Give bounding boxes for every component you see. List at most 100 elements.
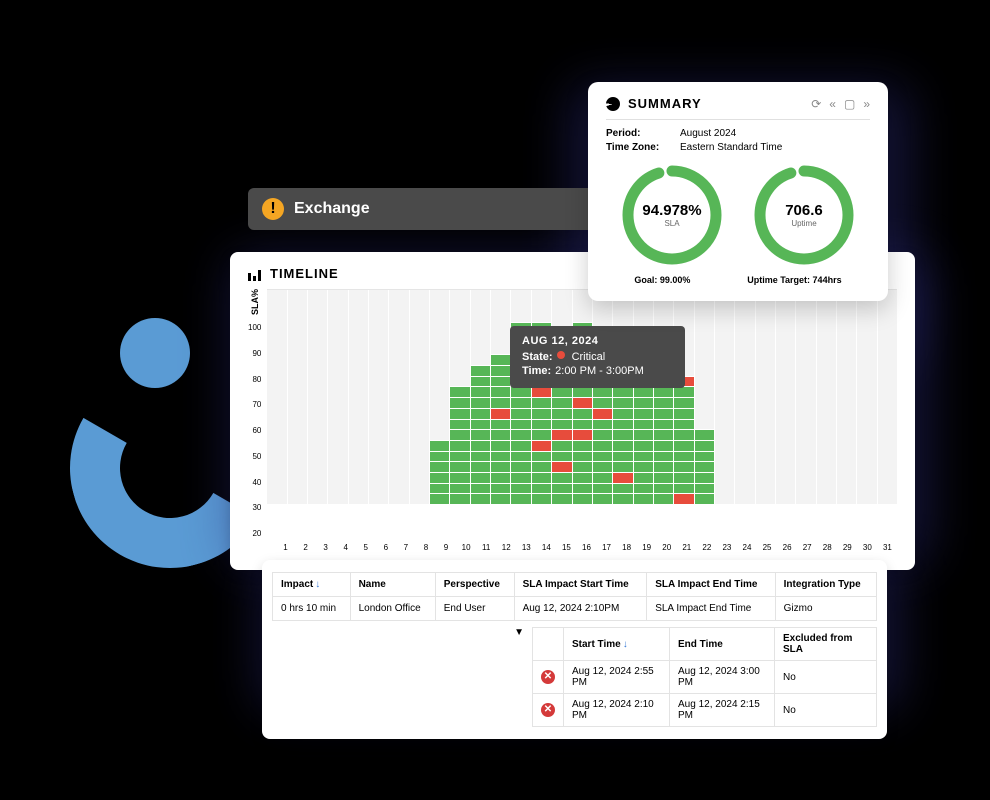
prev-icon[interactable]: « bbox=[829, 97, 836, 111]
segment-critical bbox=[491, 408, 510, 419]
y-tick: 80 bbox=[248, 375, 261, 384]
day-column[interactable] bbox=[308, 290, 327, 504]
segment-ok bbox=[471, 472, 490, 483]
segment-ok bbox=[552, 419, 571, 430]
calendar-icon[interactable]: ▢ bbox=[844, 97, 855, 111]
day-column[interactable] bbox=[878, 290, 897, 504]
x-tick: 24 bbox=[737, 543, 756, 552]
day-column[interactable] bbox=[796, 290, 815, 504]
day-column[interactable] bbox=[573, 290, 592, 504]
segment-ok bbox=[573, 483, 592, 494]
day-column[interactable] bbox=[532, 290, 551, 504]
x-tick: 20 bbox=[657, 543, 676, 552]
day-column[interactable] bbox=[450, 290, 469, 504]
table-column-header[interactable]: Integration Type bbox=[775, 573, 876, 597]
day-column[interactable] bbox=[511, 290, 530, 504]
segment-ok bbox=[573, 472, 592, 483]
day-column[interactable] bbox=[837, 290, 856, 504]
segment-ok bbox=[654, 493, 673, 504]
warning-icon: ! bbox=[262, 198, 284, 220]
segment-ok bbox=[450, 440, 469, 451]
x-tick: 11 bbox=[477, 543, 496, 552]
day-column[interactable] bbox=[613, 290, 632, 504]
day-column[interactable] bbox=[471, 290, 490, 504]
segment-ok bbox=[654, 451, 673, 462]
x-tick: 15 bbox=[557, 543, 576, 552]
day-column[interactable] bbox=[756, 290, 775, 504]
tooltip-state-label: State: bbox=[522, 351, 553, 363]
day-column[interactable] bbox=[491, 290, 510, 504]
segment-ok bbox=[491, 419, 510, 430]
table-column-header[interactable]: Excluded from SLA bbox=[774, 628, 876, 661]
day-column[interactable] bbox=[857, 290, 876, 504]
sort-arrow-icon: ↓ bbox=[315, 579, 320, 590]
segment-ok bbox=[471, 408, 490, 419]
x-tick: 3 bbox=[316, 543, 335, 552]
table-column-header[interactable]: SLA Impact Start Time bbox=[514, 573, 647, 597]
y-tick: 20 bbox=[248, 529, 261, 538]
day-column[interactable] bbox=[267, 290, 286, 504]
refresh-icon[interactable]: ⟳ bbox=[811, 97, 821, 111]
y-tick: 50 bbox=[248, 452, 261, 461]
day-column[interactable] bbox=[715, 290, 734, 504]
day-column[interactable] bbox=[410, 290, 429, 504]
segment-ok bbox=[634, 493, 653, 504]
day-column[interactable] bbox=[349, 290, 368, 504]
day-column[interactable] bbox=[634, 290, 653, 504]
next-icon[interactable]: » bbox=[863, 97, 870, 111]
day-column[interactable] bbox=[695, 290, 714, 504]
day-column[interactable] bbox=[776, 290, 795, 504]
gauge-label: SLA bbox=[664, 219, 679, 228]
segment-ok bbox=[695, 472, 714, 483]
segment-ok bbox=[552, 408, 571, 419]
summary-title: SUMMARY bbox=[628, 96, 702, 111]
segment-ok bbox=[634, 386, 653, 397]
segment-ok bbox=[552, 493, 571, 504]
day-column[interactable] bbox=[735, 290, 754, 504]
caret-down-icon[interactable]: ▼ bbox=[514, 627, 524, 727]
day-column[interactable] bbox=[369, 290, 388, 504]
segment-ok bbox=[532, 397, 551, 408]
table-column-header[interactable]: Impact↓ bbox=[273, 573, 351, 597]
day-column[interactable] bbox=[288, 290, 307, 504]
table-column-header[interactable]: SLA Impact End Time bbox=[647, 573, 775, 597]
day-column[interactable] bbox=[593, 290, 612, 504]
segment-ok bbox=[471, 451, 490, 462]
day-column[interactable] bbox=[654, 290, 673, 504]
day-column[interactable] bbox=[328, 290, 347, 504]
segment-ok bbox=[613, 461, 632, 472]
table-row[interactable]: ✕Aug 12, 2024 2:10 PMAug 12, 2024 2:15 P… bbox=[533, 694, 877, 727]
table-column-header[interactable]: Perspective bbox=[435, 573, 514, 597]
segment-ok bbox=[634, 429, 653, 440]
day-column[interactable] bbox=[430, 290, 449, 504]
segment-ok bbox=[593, 429, 612, 440]
segment-ok bbox=[511, 386, 530, 397]
table-cell: London Office bbox=[350, 597, 435, 621]
day-column[interactable] bbox=[389, 290, 408, 504]
segment-ok bbox=[654, 483, 673, 494]
segment-ok bbox=[573, 493, 592, 504]
day-column[interactable] bbox=[817, 290, 836, 504]
table-column-header[interactable]: End Time bbox=[670, 628, 775, 661]
table-row[interactable]: 0 hrs 10 minLondon OfficeEnd UserAug 12,… bbox=[273, 597, 877, 621]
segment-ok bbox=[593, 419, 612, 430]
table-cell: Gizmo bbox=[775, 597, 876, 621]
table-column-header[interactable]: Start Time↓ bbox=[564, 628, 670, 661]
x-tick: 14 bbox=[537, 543, 556, 552]
table-column-header[interactable]: Name bbox=[350, 573, 435, 597]
tooltip-state-value: Critical bbox=[572, 351, 606, 363]
segment-ok bbox=[511, 397, 530, 408]
table-column-header[interactable] bbox=[533, 628, 564, 661]
gauge-value: 706.6 bbox=[785, 202, 823, 219]
y-axis-label: SLA% bbox=[250, 289, 260, 315]
segment-ok bbox=[511, 429, 530, 440]
table-row[interactable]: ✕Aug 12, 2024 2:55 PMAug 12, 2024 3:00 P… bbox=[533, 661, 877, 694]
segment-ok bbox=[654, 429, 673, 440]
segment-ok bbox=[573, 440, 592, 451]
day-column[interactable] bbox=[552, 290, 571, 504]
segment-ok bbox=[593, 472, 612, 483]
segment-ok bbox=[532, 483, 551, 494]
day-column[interactable] bbox=[674, 290, 693, 504]
segment-ok bbox=[430, 451, 449, 462]
summary-panel: SUMMARY ⟳ « ▢ » Period:August 2024 Time … bbox=[588, 82, 888, 301]
